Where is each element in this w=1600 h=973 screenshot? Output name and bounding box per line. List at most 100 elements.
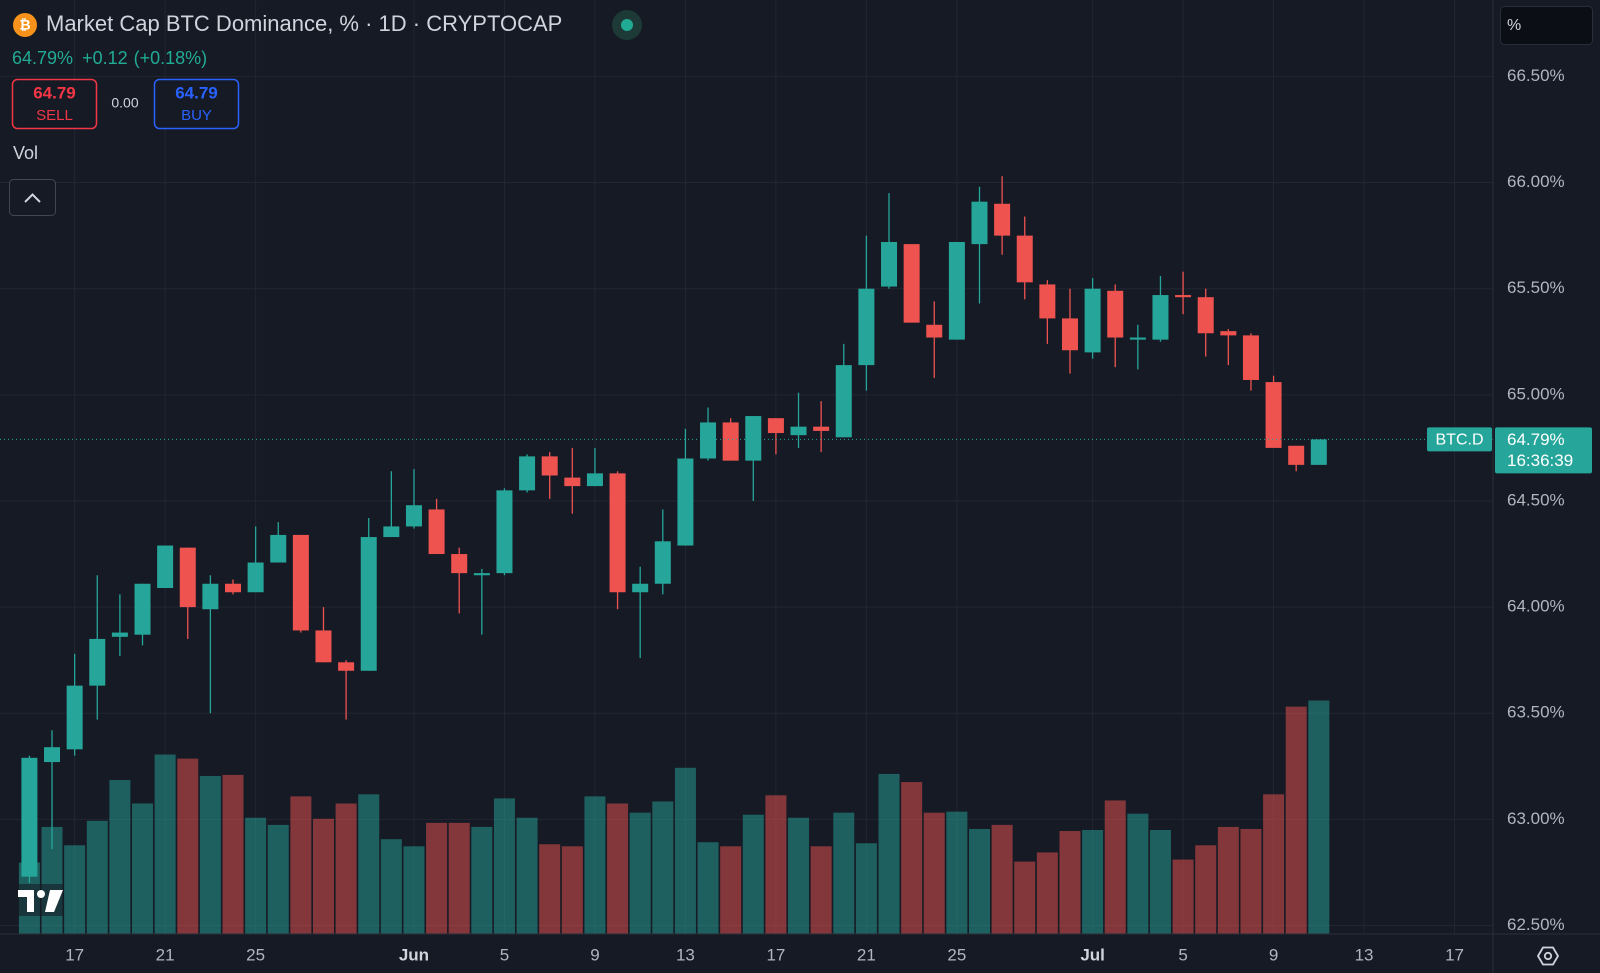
chart-title: Market Cap BTC Dominance, % · 1D · CRYPT… [46, 11, 562, 36]
volume-bar [539, 844, 561, 934]
candle-body [700, 422, 717, 459]
volume-bar [561, 846, 583, 934]
sell-button[interactable] [11, 78, 98, 130]
candle-body [632, 583, 649, 593]
volume-bar [1036, 852, 1058, 934]
price-label-box [1495, 427, 1592, 474]
x-tick-label: 5 [500, 945, 509, 964]
candle-body [541, 456, 558, 476]
candle-body [790, 426, 807, 436]
volume-bar [1263, 794, 1285, 934]
volume-bar [1240, 828, 1262, 934]
candle-body [179, 547, 196, 608]
candle-body [994, 203, 1011, 236]
y-tick-label: 65.00% [1507, 384, 1565, 403]
volume-bar [1104, 800, 1126, 934]
volume-bar [471, 826, 493, 934]
header: ₿ Market Cap BTC Dominance, % · 1D · CRY… [9, 10, 642, 216]
candle-body [473, 573, 490, 576]
volume-bar [1285, 706, 1307, 934]
candle-body [1107, 290, 1124, 338]
candle-body [903, 244, 920, 323]
candle-body [1220, 331, 1237, 336]
volume-bar [426, 822, 448, 934]
volume-bars [18, 700, 1330, 934]
volume-bar [674, 767, 696, 934]
volume-bar [1149, 829, 1171, 934]
volume-bar [720, 846, 742, 934]
candle-body [1016, 235, 1033, 283]
volume-bar [86, 820, 108, 934]
logo-t [18, 890, 34, 912]
sell-price: 64.79 [33, 83, 76, 102]
collapse-button[interactable] [9, 179, 56, 216]
symbol-label: BTC.D [1436, 432, 1484, 449]
volume-bar [833, 812, 855, 934]
candle-body [1152, 295, 1169, 340]
volume-bar [923, 812, 945, 934]
candle-body [1197, 297, 1214, 334]
y-tick-label: 65.50% [1507, 278, 1565, 297]
volume-bar [64, 845, 86, 934]
volume-bar [448, 822, 470, 934]
x-tick-label: 17 [1445, 945, 1464, 964]
candle-body [247, 562, 264, 593]
volume-bar [403, 846, 425, 934]
settings-hexagon [1536, 946, 1560, 966]
volume-bar [1014, 861, 1036, 934]
status-dot [621, 19, 633, 31]
volume-bar [222, 774, 244, 934]
scale-mode: % [1507, 17, 1521, 34]
volume-bar [516, 817, 538, 934]
scale-mode-button[interactable] [1500, 6, 1593, 45]
candle-body [496, 490, 513, 574]
volume-bar [629, 812, 651, 934]
candle-body [722, 422, 739, 461]
settings-icon[interactable] [1536, 946, 1560, 966]
symbol-label-box [1427, 427, 1492, 452]
last-value: 64.79% [12, 48, 73, 68]
volume-bar [855, 843, 877, 934]
x-tick-label: 25 [947, 945, 966, 964]
candle-body [292, 534, 309, 631]
candle-body [858, 288, 875, 366]
volume-bar [968, 828, 990, 934]
candle-body [111, 632, 128, 637]
volume-bar [312, 818, 334, 934]
candle-body [835, 365, 852, 438]
candle-body [338, 662, 355, 671]
settings-center [1543, 951, 1553, 961]
candle-body [89, 638, 106, 686]
candle-body [315, 630, 332, 663]
candle-body [66, 685, 83, 750]
volume-bar [742, 814, 764, 934]
candle-body [1175, 295, 1192, 298]
candle-body [1242, 335, 1259, 380]
candle-body [1310, 439, 1327, 465]
x-tick-label: 17 [65, 945, 84, 964]
candle-body [1039, 284, 1056, 319]
candle-body [1061, 318, 1078, 351]
candle-body [519, 456, 536, 491]
volume-bar [358, 794, 380, 934]
candle-body [224, 583, 241, 593]
buy-button[interactable] [153, 78, 240, 130]
buy-price: 64.79 [175, 83, 218, 102]
volume-bar [1082, 829, 1104, 934]
volume-bar [765, 795, 787, 934]
change: +0.12 [82, 48, 128, 68]
candle-body [202, 583, 219, 610]
volume-bar [1127, 813, 1149, 934]
candle-body [677, 458, 694, 546]
bitcoin-icon [13, 13, 37, 37]
candle-body [21, 757, 38, 877]
candle-body [270, 534, 287, 563]
volume-bar [991, 824, 1013, 934]
x-tick-label: 9 [1269, 945, 1278, 964]
volume-bar [1059, 831, 1081, 934]
x-tick-label: 21 [857, 945, 876, 964]
chevron-up-icon [24, 193, 41, 203]
candle-body [926, 324, 943, 338]
overlay: 62.50% 63.00% 63.50% 64.00% 64.50% 65.00% 65.5… [0, 66, 1592, 964]
